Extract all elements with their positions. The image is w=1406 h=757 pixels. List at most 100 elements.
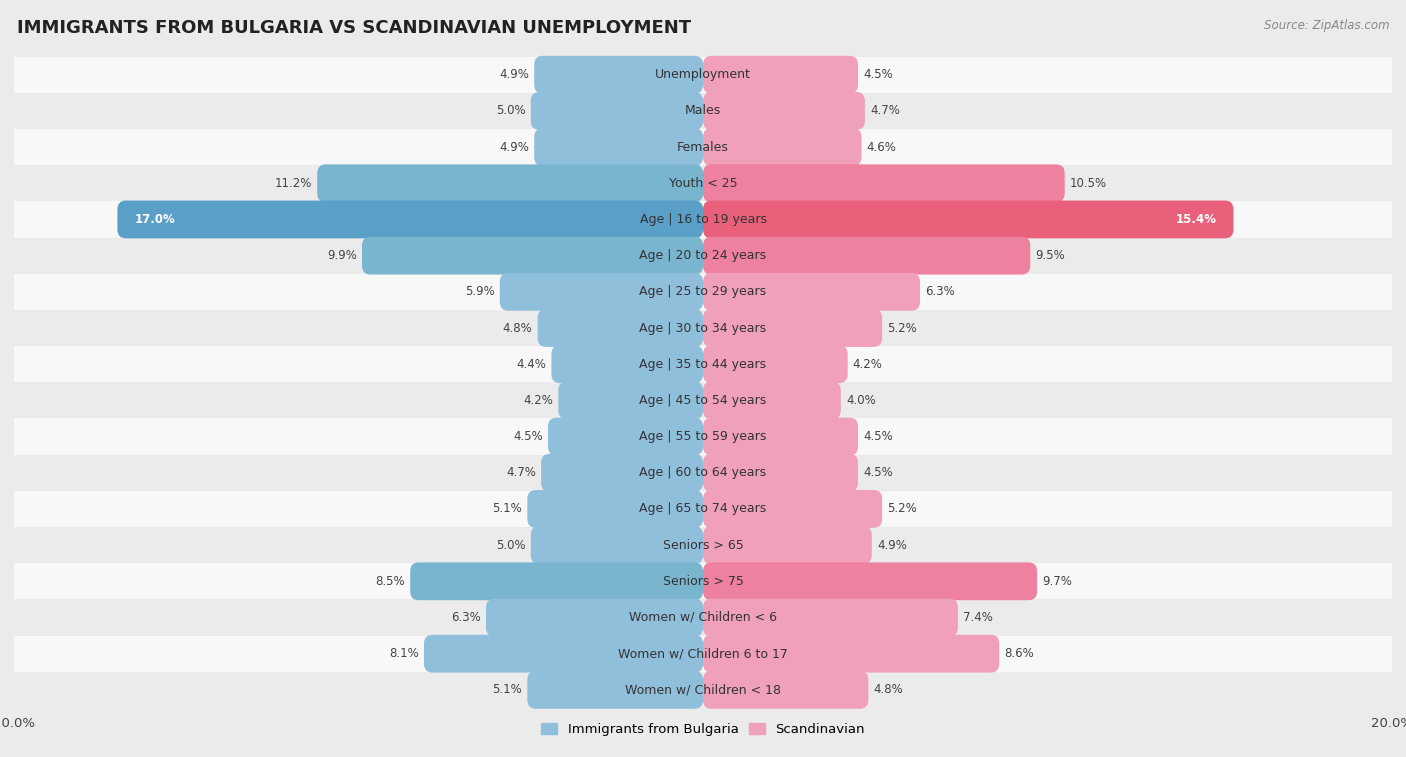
FancyBboxPatch shape (537, 309, 703, 347)
Text: Seniors > 75: Seniors > 75 (662, 575, 744, 587)
Bar (14, 165, 1392, 201)
Text: 5.9%: 5.9% (465, 285, 495, 298)
Text: 4.5%: 4.5% (863, 430, 893, 443)
FancyBboxPatch shape (531, 526, 703, 564)
FancyBboxPatch shape (703, 128, 862, 166)
Text: Age | 20 to 24 years: Age | 20 to 24 years (640, 249, 766, 262)
Bar (14, 274, 1392, 310)
Text: Source: ZipAtlas.com: Source: ZipAtlas.com (1264, 19, 1389, 32)
Bar (14, 600, 1392, 636)
Text: 4.8%: 4.8% (873, 684, 903, 696)
Text: 9.7%: 9.7% (1042, 575, 1073, 587)
FancyBboxPatch shape (703, 273, 920, 310)
FancyBboxPatch shape (703, 526, 872, 564)
Text: Age | 55 to 59 years: Age | 55 to 59 years (640, 430, 766, 443)
Text: 10.5%: 10.5% (1070, 177, 1107, 190)
FancyBboxPatch shape (703, 201, 1233, 238)
Text: 4.5%: 4.5% (863, 68, 893, 81)
Text: 6.3%: 6.3% (451, 611, 481, 624)
FancyBboxPatch shape (117, 201, 703, 238)
Bar (14, 93, 1392, 129)
Text: Youth < 25: Youth < 25 (669, 177, 737, 190)
Text: 8.1%: 8.1% (389, 647, 419, 660)
Text: 5.0%: 5.0% (496, 104, 526, 117)
Text: 9.9%: 9.9% (328, 249, 357, 262)
Text: 11.2%: 11.2% (274, 177, 312, 190)
Bar (14, 419, 1392, 455)
Bar (14, 382, 1392, 419)
FancyBboxPatch shape (548, 418, 703, 456)
FancyBboxPatch shape (551, 345, 703, 383)
Text: 4.7%: 4.7% (506, 466, 536, 479)
FancyBboxPatch shape (486, 599, 703, 637)
Bar (14, 455, 1392, 491)
Text: 15.4%: 15.4% (1175, 213, 1216, 226)
FancyBboxPatch shape (499, 273, 703, 310)
Text: 8.6%: 8.6% (1004, 647, 1035, 660)
FancyBboxPatch shape (527, 490, 703, 528)
Text: 7.4%: 7.4% (963, 611, 993, 624)
Bar (14, 563, 1392, 600)
FancyBboxPatch shape (703, 490, 882, 528)
FancyBboxPatch shape (703, 309, 882, 347)
Text: 4.4%: 4.4% (516, 358, 547, 371)
Text: Age | 35 to 44 years: Age | 35 to 44 years (640, 358, 766, 371)
FancyBboxPatch shape (541, 454, 703, 491)
Bar (14, 491, 1392, 527)
Text: 5.1%: 5.1% (492, 684, 522, 696)
Text: Unemployment: Unemployment (655, 68, 751, 81)
FancyBboxPatch shape (703, 92, 865, 129)
Text: 8.5%: 8.5% (375, 575, 405, 587)
FancyBboxPatch shape (703, 635, 1000, 672)
FancyBboxPatch shape (318, 164, 703, 202)
FancyBboxPatch shape (703, 562, 1038, 600)
FancyBboxPatch shape (527, 671, 703, 709)
FancyBboxPatch shape (703, 671, 869, 709)
Text: Age | 65 to 74 years: Age | 65 to 74 years (640, 503, 766, 516)
FancyBboxPatch shape (703, 418, 858, 456)
Text: Age | 60 to 64 years: Age | 60 to 64 years (640, 466, 766, 479)
FancyBboxPatch shape (534, 128, 703, 166)
Text: 5.2%: 5.2% (887, 322, 917, 335)
Text: 5.0%: 5.0% (496, 539, 526, 552)
Bar (14, 671, 1392, 708)
Bar (14, 201, 1392, 238)
Text: 17.0%: 17.0% (135, 213, 176, 226)
Text: Women w/ Children 6 to 17: Women w/ Children 6 to 17 (619, 647, 787, 660)
Text: 5.2%: 5.2% (887, 503, 917, 516)
Bar (14, 636, 1392, 671)
Bar (14, 57, 1392, 93)
Text: 4.8%: 4.8% (503, 322, 533, 335)
FancyBboxPatch shape (703, 599, 957, 637)
Text: Age | 16 to 19 years: Age | 16 to 19 years (640, 213, 766, 226)
Bar (14, 310, 1392, 346)
FancyBboxPatch shape (703, 164, 1064, 202)
Text: Males: Males (685, 104, 721, 117)
Text: Women w/ Children < 6: Women w/ Children < 6 (628, 611, 778, 624)
FancyBboxPatch shape (703, 382, 841, 419)
Text: 4.2%: 4.2% (853, 358, 883, 371)
FancyBboxPatch shape (703, 345, 848, 383)
Text: 4.5%: 4.5% (513, 430, 543, 443)
FancyBboxPatch shape (703, 454, 858, 491)
Text: Females: Females (678, 141, 728, 154)
FancyBboxPatch shape (558, 382, 703, 419)
Bar (14, 346, 1392, 382)
Text: 5.1%: 5.1% (492, 503, 522, 516)
Text: 9.5%: 9.5% (1035, 249, 1066, 262)
Text: Women w/ Children < 18: Women w/ Children < 18 (626, 684, 780, 696)
Text: Age | 45 to 54 years: Age | 45 to 54 years (640, 394, 766, 407)
Text: IMMIGRANTS FROM BULGARIA VS SCANDINAVIAN UNEMPLOYMENT: IMMIGRANTS FROM BULGARIA VS SCANDINAVIAN… (17, 19, 690, 37)
Legend: Immigrants from Bulgaria, Scandinavian: Immigrants from Bulgaria, Scandinavian (536, 718, 870, 741)
Text: 4.5%: 4.5% (863, 466, 893, 479)
Text: Seniors > 65: Seniors > 65 (662, 539, 744, 552)
FancyBboxPatch shape (411, 562, 703, 600)
FancyBboxPatch shape (703, 56, 858, 94)
FancyBboxPatch shape (534, 56, 703, 94)
Text: Age | 25 to 29 years: Age | 25 to 29 years (640, 285, 766, 298)
Text: 4.6%: 4.6% (866, 141, 897, 154)
FancyBboxPatch shape (361, 237, 703, 275)
Bar (14, 129, 1392, 165)
Text: 4.0%: 4.0% (846, 394, 876, 407)
Bar (14, 527, 1392, 563)
